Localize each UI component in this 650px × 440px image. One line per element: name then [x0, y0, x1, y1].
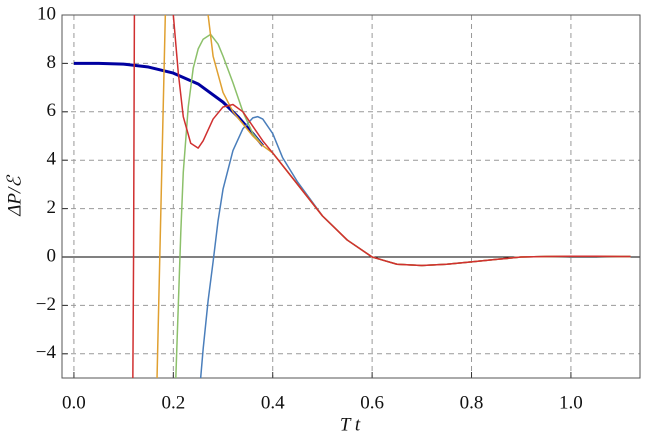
plot-frame — [61, 14, 641, 379]
x-tick-label: 0.2 — [161, 392, 185, 413]
y-tick-label: 0 — [47, 245, 57, 266]
x-tick-label: 0.8 — [460, 392, 484, 413]
series-line — [73, 61, 264, 147]
series-line — [132, 15, 631, 378]
y-tick-label: 10 — [37, 3, 56, 24]
x-tick-label: 0.4 — [261, 392, 285, 413]
y-axis-title: ΔP/ℰ — [4, 174, 25, 217]
x-tick-label: 0.0 — [62, 392, 86, 413]
series-line — [199, 115, 631, 378]
plot-area — [73, 15, 631, 378]
y-tick-label: 2 — [47, 197, 57, 218]
series-line — [175, 33, 631, 378]
x-tick-label: 0.6 — [360, 392, 384, 413]
series-line — [156, 15, 631, 378]
y-tick-label: −4 — [36, 342, 57, 363]
y-tick-label: 6 — [47, 100, 57, 121]
y-tick-label: 4 — [47, 149, 57, 170]
y-tick-label: 8 — [47, 52, 57, 73]
y-tick-label: −2 — [36, 294, 56, 315]
x-axis-title: T t — [340, 414, 361, 435]
x-tick-label: 1.0 — [559, 392, 583, 413]
